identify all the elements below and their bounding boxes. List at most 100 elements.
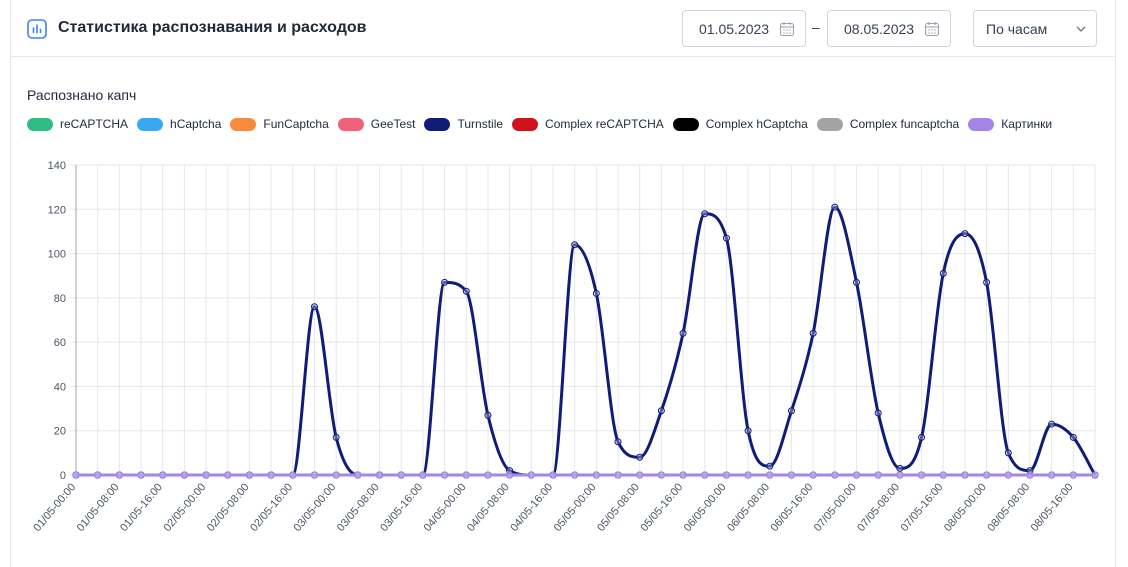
data-point xyxy=(636,453,644,461)
legend-label: Картинки xyxy=(1001,117,1053,131)
y-tick-label: 100 xyxy=(48,249,66,261)
date-separator: – xyxy=(812,19,820,35)
data-point xyxy=(766,462,774,470)
data-point xyxy=(115,471,123,479)
card-header: Статистика распознавания и расходов 01.0… xyxy=(11,0,1115,57)
calendar-icon[interactable] xyxy=(779,21,795,37)
legend-item[interactable]: Turnstile xyxy=(424,117,503,131)
data-point xyxy=(180,471,188,479)
data-point xyxy=(874,471,882,479)
data-point xyxy=(397,471,405,479)
data-point xyxy=(787,407,795,415)
x-tick-label: 05/05-08:00 xyxy=(595,481,642,534)
legend-swatch xyxy=(230,117,257,131)
x-tick-label: 04/05-08:00 xyxy=(465,481,512,534)
legend-swatch xyxy=(672,117,699,131)
x-tick-label: 08/05-08:00 xyxy=(985,481,1032,534)
data-point xyxy=(332,471,340,479)
data-point xyxy=(939,471,947,479)
data-point xyxy=(571,241,579,249)
data-point xyxy=(983,471,991,479)
legend-item[interactable]: GeeTest xyxy=(337,117,416,131)
x-tick-label: 06/05-16:00 xyxy=(769,481,816,534)
data-point xyxy=(896,471,904,479)
data-point xyxy=(310,303,318,311)
legend-label: FunCaptcha xyxy=(263,117,329,131)
legend-label: reCAPTCHA xyxy=(60,117,129,131)
data-point xyxy=(722,471,730,479)
data-point xyxy=(159,471,167,479)
data-point xyxy=(853,278,861,286)
data-point xyxy=(614,471,622,479)
line-chart: 0 20 40 60 80 100 120 140 01/05-00:0001/05-08:00… xyxy=(31,160,1099,534)
legend-item[interactable]: reCAPTCHA xyxy=(27,117,128,131)
data-point xyxy=(961,471,969,479)
legend-label: GeeTest xyxy=(370,117,416,131)
y-tick-label: 40 xyxy=(54,381,66,393)
x-tick-label: 08/05-16:00 xyxy=(1029,481,1076,534)
y-tick-label: 80 xyxy=(54,293,66,305)
data-point xyxy=(744,471,752,479)
date-to-field[interactable]: 08.05.2023 xyxy=(827,10,951,47)
data-point xyxy=(419,471,427,479)
data-point xyxy=(245,471,253,479)
data-point xyxy=(657,471,665,479)
data-point xyxy=(592,471,600,479)
legend-swatch xyxy=(337,117,364,131)
data-point xyxy=(831,203,839,211)
data-point xyxy=(462,471,470,479)
y-tick-label: 60 xyxy=(54,337,66,349)
data-point xyxy=(809,471,817,479)
data-point xyxy=(918,471,926,479)
data-point xyxy=(679,329,687,337)
data-point xyxy=(1004,449,1012,457)
section-title: Распознано капч xyxy=(27,87,137,103)
x-tick-label: 04/05-16:00 xyxy=(508,481,555,534)
data-point xyxy=(983,278,991,286)
data-point xyxy=(571,471,579,479)
date-from-field[interactable]: 01.05.2023 xyxy=(682,10,806,47)
data-point xyxy=(441,471,449,479)
x-tick-label: 06/05-08:00 xyxy=(725,481,772,534)
data-point xyxy=(527,471,535,479)
legend-item[interactable]: Complex funcaptcha xyxy=(816,117,959,131)
x-tick-label: 05/05-00:00 xyxy=(552,481,599,534)
date-to-value: 08.05.2023 xyxy=(844,20,915,37)
legend-label: hCaptcha xyxy=(170,117,222,131)
data-point xyxy=(614,438,622,446)
legend-item[interactable]: FunCaptcha xyxy=(230,117,329,131)
data-point xyxy=(289,471,297,479)
data-point xyxy=(1048,420,1056,428)
y-tick-label: 0 xyxy=(60,470,66,482)
calendar-icon[interactable] xyxy=(924,21,940,37)
data-point xyxy=(809,329,817,337)
data-point xyxy=(1091,471,1099,479)
x-tick-label: 04/05-00:00 xyxy=(422,481,469,534)
legend-swatch xyxy=(424,117,451,131)
data-point xyxy=(441,278,449,286)
data-point xyxy=(354,471,362,479)
legend-item[interactable]: Complex reCAPTCHA xyxy=(512,117,664,131)
legend-swatch xyxy=(137,117,164,131)
data-point xyxy=(376,471,384,479)
data-point xyxy=(1004,471,1012,479)
y-tick-label: 140 xyxy=(48,160,66,172)
legend-item[interactable]: hCaptcha xyxy=(137,117,221,131)
interval-select-value: По часам xyxy=(986,20,1048,37)
x-tick-label: 03/05-00:00 xyxy=(292,481,339,534)
interval-select[interactable]: По часам xyxy=(973,10,1097,47)
statistics-card: Статистика распознавания и расходов 01.0… xyxy=(10,0,1116,567)
legend-item[interactable]: Complex hCaptcha xyxy=(672,117,808,131)
data-point xyxy=(267,471,275,479)
chart-legend: reCAPTCHA hCaptcha FunCaptcha GeeTest Turnst… xyxy=(27,117,1061,131)
data-point xyxy=(549,471,557,479)
legend-label: Complex reCAPTCHA xyxy=(545,117,664,131)
legend-item[interactable]: Картинки xyxy=(968,117,1052,131)
legend-swatch xyxy=(816,117,843,131)
x-tick-label: 07/05-16:00 xyxy=(899,481,946,534)
data-point xyxy=(679,471,687,479)
chevron-down-icon xyxy=(1076,26,1086,32)
data-point xyxy=(94,471,102,479)
data-point xyxy=(657,407,665,415)
x-tick-label: 02/05-00:00 xyxy=(161,481,208,534)
